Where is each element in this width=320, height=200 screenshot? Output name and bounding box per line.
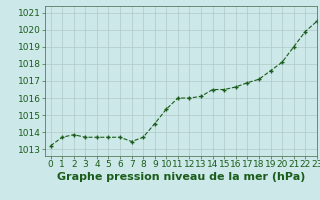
X-axis label: Graphe pression niveau de la mer (hPa): Graphe pression niveau de la mer (hPa) — [57, 172, 305, 182]
